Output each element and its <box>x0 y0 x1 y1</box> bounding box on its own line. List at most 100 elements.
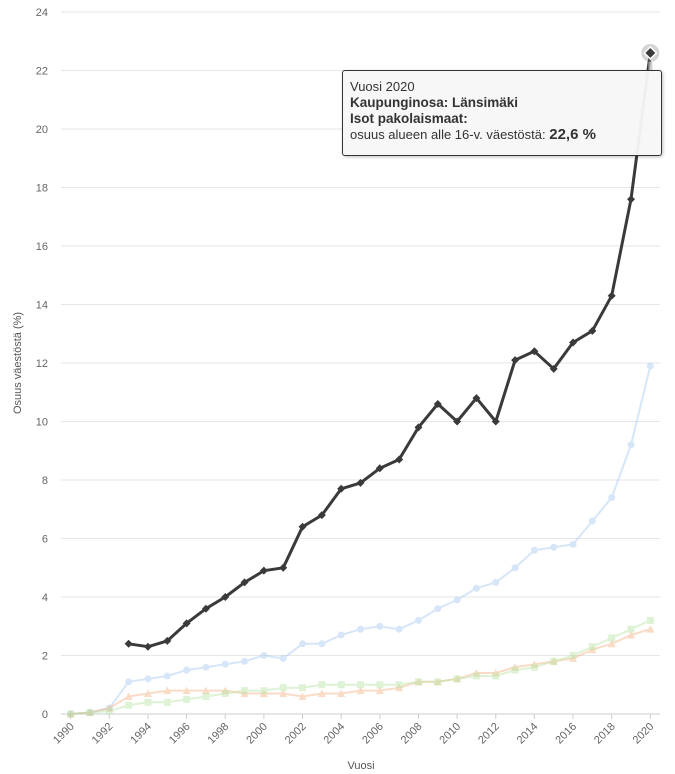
data-point-3-2019[interactable] <box>627 195 636 204</box>
data-point-0-2011[interactable] <box>472 584 480 592</box>
data-point-1-2015[interactable] <box>549 657 558 665</box>
data-point-1-1999[interactable] <box>240 689 249 698</box>
data-point-3-1995[interactable] <box>163 636 172 645</box>
data-point-1-1995[interactable] <box>163 686 172 695</box>
data-point-1-1991[interactable] <box>85 708 94 717</box>
data-point-2-2016[interactable] <box>569 652 577 659</box>
data-point-1-2020[interactable] <box>646 625 655 633</box>
data-point-0-1991[interactable] <box>86 709 94 717</box>
data-point-3-1998[interactable] <box>221 593 230 601</box>
data-point-2-2013[interactable] <box>511 666 519 674</box>
data-point-3-2000[interactable] <box>259 566 268 575</box>
data-point-1-2008[interactable] <box>414 677 423 686</box>
data-point-2-2017[interactable] <box>588 643 596 651</box>
data-point-0-2016[interactable] <box>569 540 577 548</box>
data-point-2-2015[interactable] <box>550 657 558 665</box>
data-point-1-1998[interactable] <box>221 686 230 695</box>
data-point-0-2012[interactable] <box>492 578 500 586</box>
data-point-1-2019[interactable] <box>627 631 636 639</box>
data-point-3-2017[interactable] <box>588 326 597 335</box>
data-point-2-2001[interactable] <box>279 684 287 692</box>
data-point-0-1992[interactable] <box>105 704 113 712</box>
data-point-2-1991[interactable] <box>86 709 94 717</box>
data-point-1-2006[interactable] <box>375 686 384 695</box>
data-point-3-2003[interactable] <box>317 511 326 520</box>
data-point-0-1994[interactable] <box>144 675 152 683</box>
hovered-point[interactable] <box>641 43 660 62</box>
data-point-2-2003[interactable] <box>318 681 326 689</box>
data-point-1-2001[interactable] <box>279 689 288 698</box>
data-point-3-2001[interactable] <box>279 563 288 572</box>
data-point-2-2004[interactable] <box>337 681 345 689</box>
data-point-0-2014[interactable] <box>530 546 538 554</box>
data-point-1-2000[interactable] <box>259 689 268 698</box>
data-point-1-2013[interactable] <box>511 663 520 671</box>
data-point-2-2012[interactable] <box>492 672 500 680</box>
data-point-0-1996[interactable] <box>183 666 191 674</box>
data-point-1-1993[interactable] <box>124 692 133 700</box>
data-point-0-2015[interactable] <box>550 543 558 551</box>
data-point-3-2014[interactable] <box>530 347 539 356</box>
data-point-0-1997[interactable] <box>202 663 210 671</box>
data-point-0-2009[interactable] <box>434 605 442 613</box>
data-point-2-1992[interactable] <box>105 707 113 715</box>
data-point-0-2007[interactable] <box>395 625 403 633</box>
data-point-0-1993[interactable] <box>125 678 133 686</box>
data-point-3-2015[interactable] <box>549 364 558 373</box>
data-point-0-2020[interactable] <box>646 362 654 370</box>
data-point-2-1996[interactable] <box>183 695 191 703</box>
data-point-1-2014[interactable] <box>530 660 539 668</box>
data-point-0-2000[interactable] <box>260 652 268 659</box>
data-point-0-2008[interactable] <box>414 616 422 624</box>
data-point-1-2003[interactable] <box>317 689 326 698</box>
data-point-1-1994[interactable] <box>143 689 152 698</box>
data-point-2-2008[interactable] <box>414 678 422 686</box>
data-point-0-2010[interactable] <box>453 596 461 604</box>
data-point-3-2013[interactable] <box>511 356 520 365</box>
data-point-3-2011[interactable] <box>472 394 481 403</box>
data-point-2-1999[interactable] <box>241 687 249 695</box>
data-point-2-2007[interactable] <box>395 681 403 689</box>
data-point-2-1997[interactable] <box>202 692 210 700</box>
data-point-3-1994[interactable] <box>143 642 152 651</box>
data-point-1-2011[interactable] <box>472 669 481 677</box>
data-point-1-1996[interactable] <box>182 686 191 695</box>
data-point-3-1993[interactable] <box>124 639 133 648</box>
data-point-1-2012[interactable] <box>491 669 500 677</box>
data-point-1-1997[interactable] <box>201 686 210 695</box>
data-point-2-2006[interactable] <box>376 681 384 689</box>
data-point-3-2008[interactable] <box>414 423 423 432</box>
data-point-0-2004[interactable] <box>337 631 345 639</box>
data-point-1-2018[interactable] <box>607 639 616 648</box>
data-point-1-2004[interactable] <box>337 689 346 698</box>
data-point-3-1999[interactable] <box>240 578 249 587</box>
data-point-1-2005[interactable] <box>356 686 365 695</box>
data-point-3-2010[interactable] <box>453 417 462 426</box>
data-point-2-1994[interactable] <box>144 698 152 706</box>
data-point-0-2003[interactable] <box>318 640 326 648</box>
data-point-0-2013[interactable] <box>511 564 519 572</box>
data-point-3-1996[interactable] <box>182 619 191 628</box>
data-point-2-1998[interactable] <box>221 690 229 698</box>
data-point-1-2002[interactable] <box>298 692 307 700</box>
data-point-1-2009[interactable] <box>433 677 442 686</box>
data-point-2-2011[interactable] <box>472 672 480 680</box>
data-point-2-1993[interactable] <box>125 701 133 709</box>
data-point-2-2005[interactable] <box>357 681 364 689</box>
data-point-2-2014[interactable] <box>530 663 538 671</box>
data-point-2-2018[interactable] <box>608 634 616 642</box>
data-point-1-2016[interactable] <box>569 654 578 662</box>
data-point-0-2017[interactable] <box>588 517 596 525</box>
data-point-2-2002[interactable] <box>299 684 307 692</box>
data-point-3-2006[interactable] <box>375 464 384 473</box>
data-point-3-2018[interactable] <box>607 291 616 300</box>
data-point-2-2010[interactable] <box>453 675 461 683</box>
data-point-2-2020[interactable] <box>646 616 654 624</box>
data-point-3-1997[interactable] <box>201 604 210 613</box>
data-point-0-1990[interactable] <box>67 710 75 718</box>
data-point-3-2009[interactable] <box>433 399 442 408</box>
data-point-0-2006[interactable] <box>376 622 384 630</box>
data-point-3-2012[interactable] <box>491 417 500 426</box>
data-point-3-2007[interactable] <box>395 455 404 464</box>
data-point-0-2019[interactable] <box>627 441 635 449</box>
